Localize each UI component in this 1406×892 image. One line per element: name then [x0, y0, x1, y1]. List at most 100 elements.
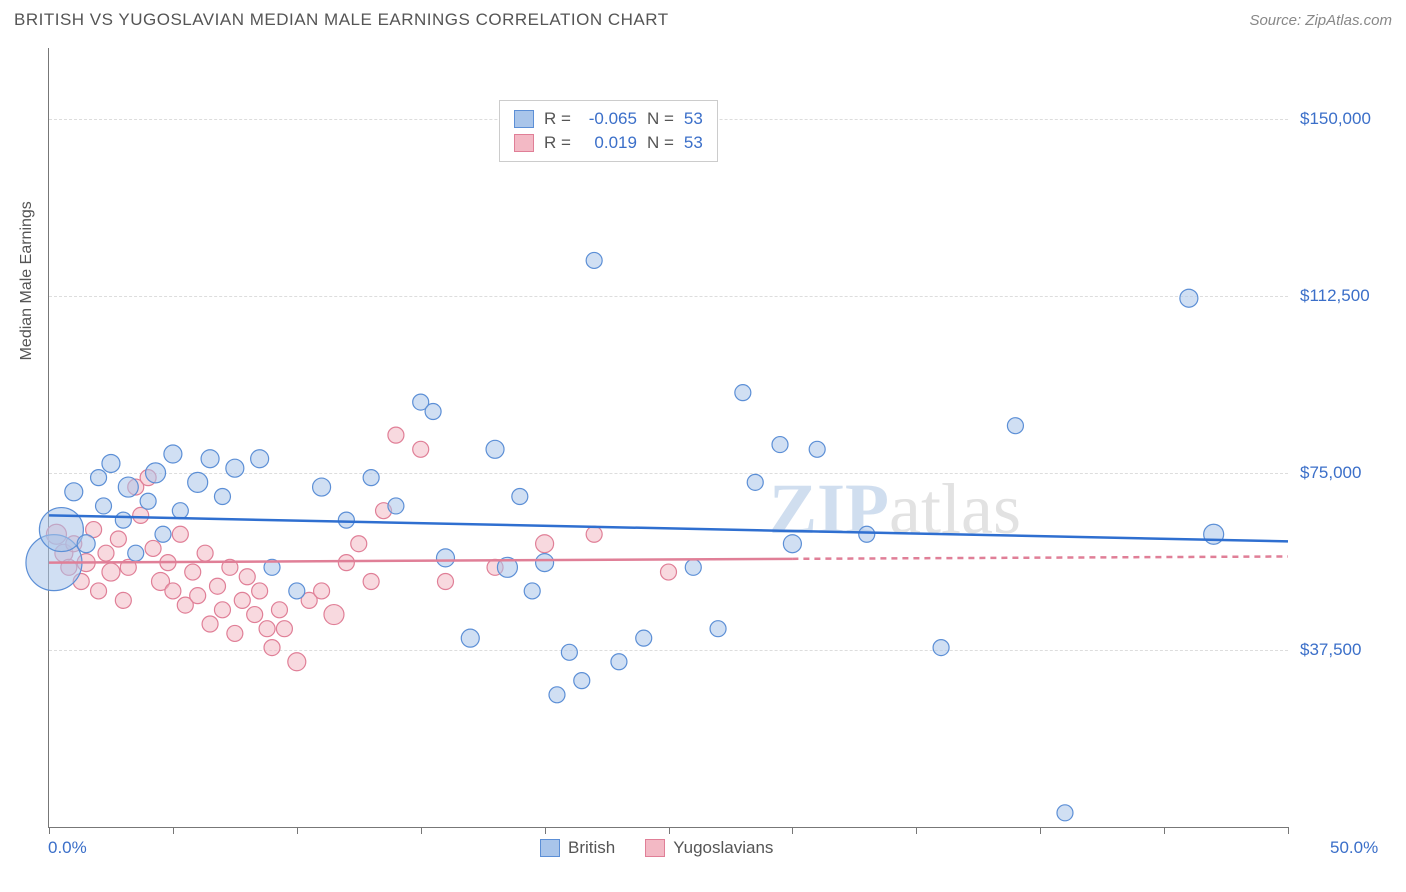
data-point	[115, 512, 131, 528]
x-tick	[792, 827, 793, 834]
data-point	[933, 640, 949, 656]
data-point	[314, 583, 330, 599]
data-point	[436, 549, 454, 567]
legend-label-british: British	[568, 838, 615, 858]
n-value-yugoslav: 53	[684, 133, 703, 153]
data-point	[363, 573, 379, 589]
data-point	[172, 503, 188, 519]
data-point	[252, 583, 268, 599]
swatch-british-icon	[540, 839, 560, 857]
correlation-row-yugoslav: R = 0.019 N = 53	[514, 131, 703, 155]
data-point	[65, 483, 83, 501]
data-point	[98, 545, 114, 561]
data-point	[247, 607, 263, 623]
legend-label-yugoslav: Yugoslavians	[673, 838, 773, 858]
y-axis-label: Median Male Earnings	[18, 201, 36, 360]
data-point	[289, 583, 305, 599]
data-point	[102, 454, 120, 472]
trendline	[792, 556, 1288, 558]
data-point	[685, 559, 701, 575]
data-point	[772, 437, 788, 453]
data-point	[611, 654, 627, 670]
swatch-british-icon	[514, 110, 534, 128]
data-point	[91, 470, 107, 486]
chart-plot-area: ZIPatlas R = -0.065 N = 53 R = 0.019 N =…	[48, 48, 1288, 828]
data-point	[234, 592, 250, 608]
correlation-row-british: R = -0.065 N = 53	[514, 107, 703, 131]
data-point	[227, 625, 243, 641]
data-point	[388, 498, 404, 514]
data-point	[437, 573, 453, 589]
data-point	[172, 526, 188, 542]
r-label: R =	[544, 109, 571, 129]
x-axis-min-label: 0.0%	[48, 838, 87, 858]
data-point	[146, 463, 166, 483]
data-point	[809, 441, 825, 457]
data-point	[710, 621, 726, 637]
data-point	[735, 385, 751, 401]
data-point	[461, 629, 479, 647]
data-point	[128, 545, 144, 561]
y-tick-label: $75,000	[1300, 463, 1361, 483]
data-point	[1180, 289, 1198, 307]
data-point	[586, 252, 602, 268]
x-tick	[1164, 827, 1165, 834]
n-label: N =	[647, 133, 674, 153]
swatch-yugoslav-icon	[514, 134, 534, 152]
data-point	[251, 450, 269, 468]
x-tick	[173, 827, 174, 834]
data-point	[102, 563, 120, 581]
data-point	[388, 427, 404, 443]
data-point	[276, 621, 292, 637]
data-point	[486, 440, 504, 458]
data-point	[226, 459, 244, 477]
data-point	[574, 673, 590, 689]
data-point	[96, 498, 112, 514]
x-tick	[297, 827, 298, 834]
data-point	[239, 569, 255, 585]
x-tick	[421, 827, 422, 834]
data-point	[338, 512, 354, 528]
data-point	[118, 477, 138, 497]
data-point	[288, 653, 306, 671]
series-legend: British Yugoslavians	[540, 838, 773, 858]
data-point	[549, 687, 565, 703]
data-point	[201, 450, 219, 468]
data-point	[586, 526, 602, 542]
chart-title: BRITISH VS YUGOSLAVIAN MEDIAN MALE EARNI…	[14, 10, 669, 30]
n-value-british: 53	[684, 109, 703, 129]
x-tick	[49, 827, 50, 834]
n-label: N =	[647, 109, 674, 129]
data-point	[155, 526, 171, 542]
swatch-yugoslav-icon	[645, 839, 665, 857]
r-value-british: -0.065	[581, 109, 637, 129]
correlation-legend: R = -0.065 N = 53 R = 0.019 N = 53	[499, 100, 718, 162]
data-point	[210, 578, 226, 594]
data-point	[425, 404, 441, 420]
data-point	[1057, 805, 1073, 821]
data-point	[661, 564, 677, 580]
data-point	[413, 441, 429, 457]
x-tick	[669, 827, 670, 834]
data-point	[185, 564, 201, 580]
data-point	[363, 470, 379, 486]
data-point	[188, 472, 208, 492]
trendline	[49, 515, 1288, 541]
data-point	[324, 605, 344, 625]
scatter-svg	[49, 48, 1288, 827]
data-point	[140, 493, 156, 509]
data-point	[351, 536, 367, 552]
y-tick-label: $37,500	[1300, 640, 1361, 660]
data-point	[859, 526, 875, 542]
legend-item-british: British	[540, 838, 615, 858]
data-point	[214, 489, 230, 505]
data-point	[214, 602, 230, 618]
data-point	[747, 474, 763, 490]
x-tick	[916, 827, 917, 834]
data-point	[1007, 418, 1023, 434]
data-point	[165, 583, 181, 599]
data-point	[115, 592, 131, 608]
x-tick	[1288, 827, 1289, 834]
data-point	[1204, 524, 1224, 544]
legend-item-yugoslav: Yugoslavians	[645, 838, 773, 858]
